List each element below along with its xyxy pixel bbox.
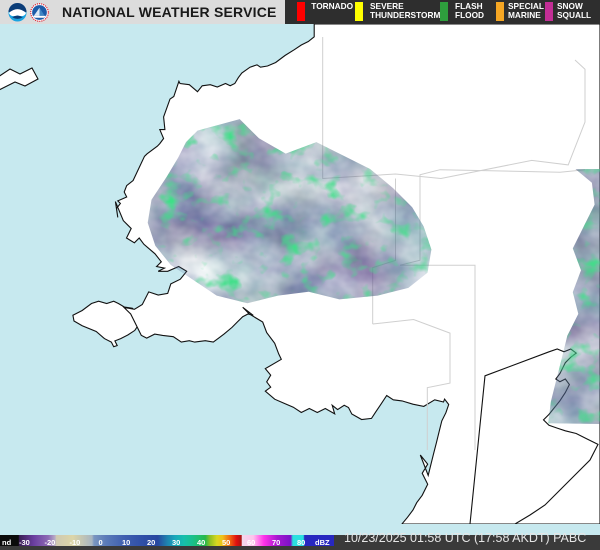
svg-text:0: 0: [99, 538, 103, 547]
svg-text:-20: -20: [45, 538, 56, 547]
svg-text:50: 50: [222, 538, 230, 547]
svg-text:-30: -30: [19, 538, 30, 547]
svg-text:70: 70: [272, 538, 280, 547]
svg-text:-10: -10: [70, 538, 81, 547]
svg-text:80: 80: [297, 538, 305, 547]
svg-text:40: 40: [197, 538, 205, 547]
svg-text:10: 10: [122, 538, 130, 547]
svg-text:60: 60: [247, 538, 255, 547]
svg-text:30: 30: [172, 538, 180, 547]
svg-text:nd: nd: [2, 538, 12, 547]
svg-text:20: 20: [147, 538, 155, 547]
svg-text:dBZ: dBZ: [315, 538, 330, 547]
